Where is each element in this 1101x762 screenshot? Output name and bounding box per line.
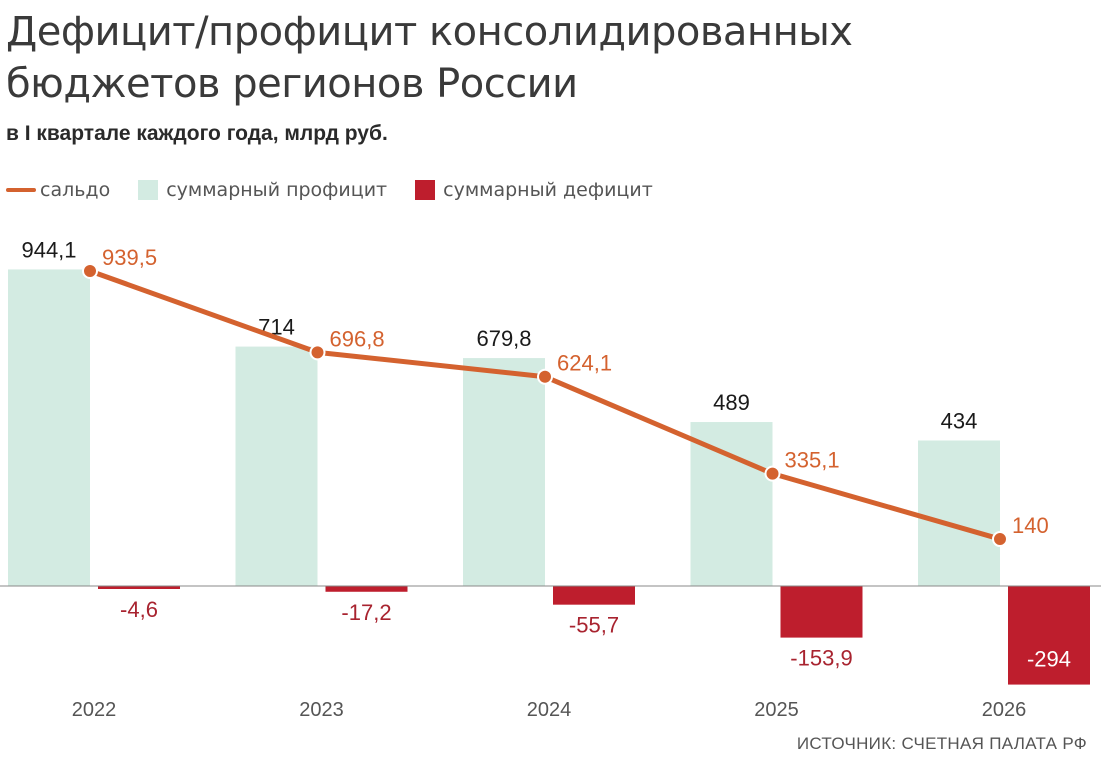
saldo-point-2022 [82,262,98,279]
profit-label-2025: 489 [713,390,750,415]
chart-subtitle: в I квартале каждого года, млрд руб. [6,122,388,145]
deficit-bar-2024 [553,586,635,605]
saldo-label-2022: 939,5 [102,245,157,270]
saldo-point-2025 [764,465,781,482]
deficit-label-2023: -17,2 [341,600,391,625]
profit-bar-2023 [235,346,318,586]
deficit-label-2022: -4,6 [120,597,158,622]
profit-bar-2026 [918,440,1000,586]
profit-bar-2024 [463,358,545,586]
legend-label-profit: суммарный профицит [166,179,388,201]
legend-item-saldo: сальдо [6,179,110,201]
legend-item-deficit: суммарный дефицит [415,179,653,201]
saldo-label-2023: 696,8 [330,326,385,351]
legend: сальдо суммарный профицит суммарный дефи… [6,172,681,208]
x-tick-2024: 2024 [527,699,572,721]
x-tick-2023: 2023 [299,699,344,721]
source-note: ИСТОЧНИК: СЧЕТНАЯ ПАЛАТА РФ [796,734,1087,753]
legend-label-deficit: суммарный дефицит [443,179,653,201]
saldo-point-2024 [537,368,553,385]
deficit-label-2026: -294 [1027,647,1071,672]
profit-label-2022: 944,1 [21,237,76,262]
x-tick-2022: 2022 [72,699,117,721]
deficit-bar-2023 [325,586,408,592]
deficit-bar-2026 [1008,586,1090,685]
profit-label-2026: 434 [941,408,978,433]
legend-swatch-profit [138,180,159,200]
saldo-point-2026 [992,531,1008,548]
legend-swatch-deficit [415,180,436,200]
deficit-label-2024: -55,7 [569,613,619,638]
saldo-point-2023 [309,344,326,361]
chart-title: Дефицит/профицит консолидированных бюдже… [6,9,853,107]
saldo-label-2025: 335,1 [785,448,840,473]
profit-label-2024: 679,8 [476,326,531,351]
deficit-bar-2022 [98,586,180,589]
legend-swatch-saldo [6,188,36,192]
x-tick-2026: 2026 [982,699,1027,721]
deficit-bar-2025 [780,586,863,638]
deficit-label-2025: -153,9 [790,646,852,671]
profit-bar-2022 [8,269,90,586]
legend-label-saldo: сальдо [40,179,111,201]
saldo-label-2026: 140 [1012,513,1049,538]
legend-item-profit: суммарный профицит [138,179,387,201]
profit-bar-2025 [690,422,773,586]
saldo-label-2024: 624,1 [557,351,612,376]
x-tick-2025: 2025 [754,699,799,721]
